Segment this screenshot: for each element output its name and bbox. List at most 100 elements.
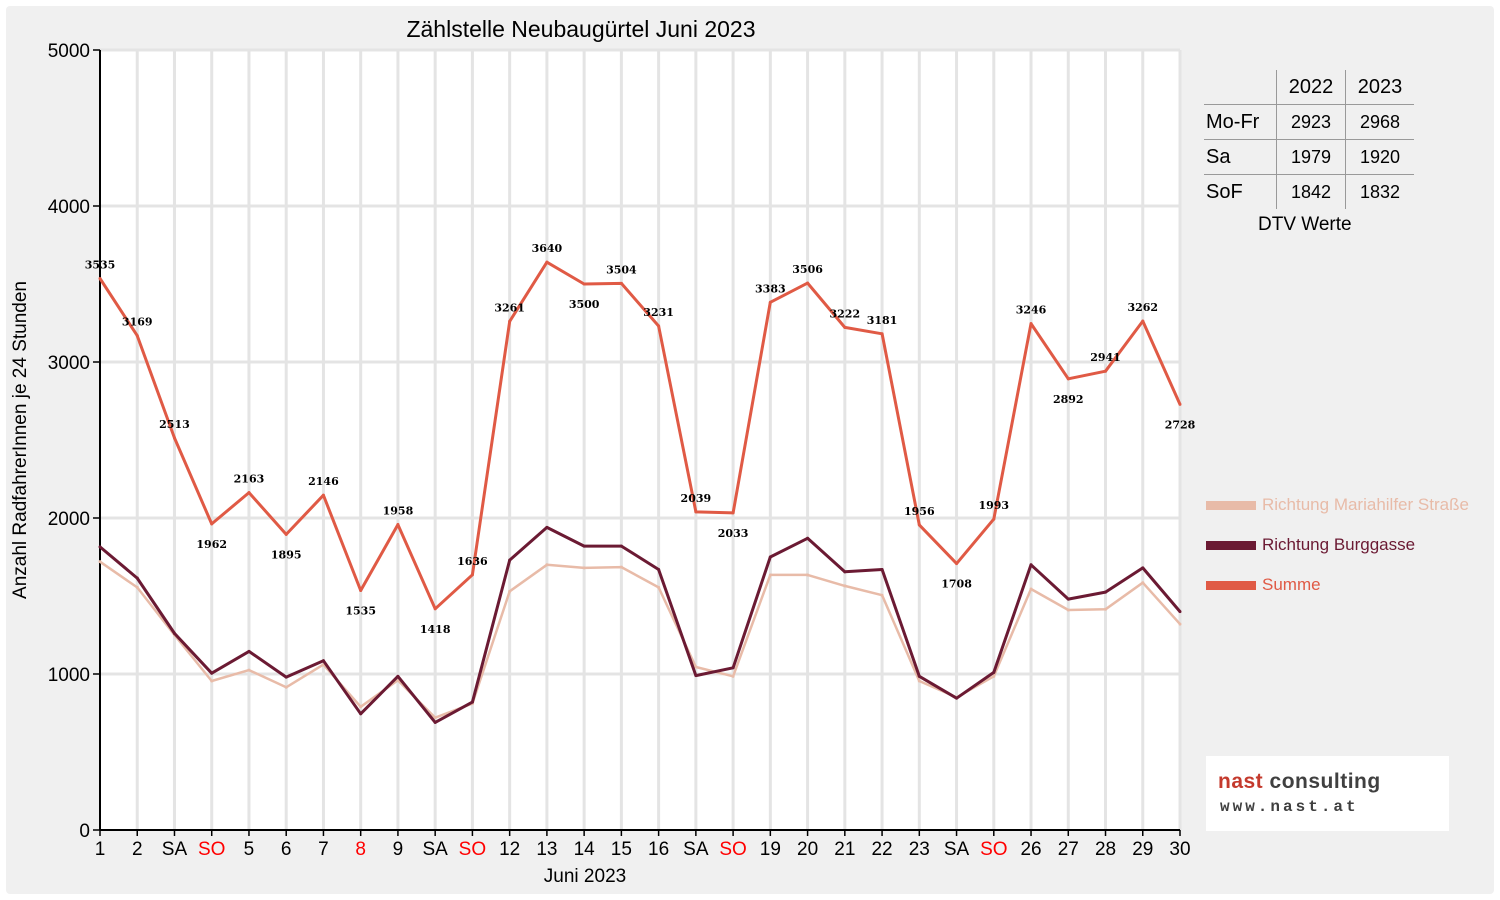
- data-point: [992, 517, 996, 521]
- legend-item-burggasse: Richtung Burggasse: [1206, 535, 1415, 555]
- data-point: [545, 525, 549, 529]
- data-point: [135, 585, 139, 589]
- data-point: [1104, 369, 1108, 373]
- data-label: 3181: [867, 314, 898, 327]
- data-point: [359, 589, 363, 593]
- data-point: [508, 558, 512, 562]
- data-point: [843, 584, 847, 588]
- data-point: [1104, 590, 1108, 594]
- data-point: [917, 679, 921, 683]
- data-label: 3383: [755, 282, 786, 295]
- y-tick-label: 0: [79, 821, 90, 842]
- x-tick-label: 20: [797, 839, 818, 860]
- data-point: [321, 493, 325, 497]
- logo-name-part2: consulting: [1263, 770, 1381, 793]
- data-point: [917, 674, 921, 678]
- data-label: 2033: [718, 527, 749, 540]
- data-point: [321, 659, 325, 663]
- data-point: [806, 536, 810, 540]
- data-label: 3231: [643, 306, 674, 319]
- data-point: [843, 570, 847, 574]
- data-point: [880, 567, 884, 571]
- data-label: 1708: [941, 578, 972, 591]
- x-tick-label: 1: [95, 839, 106, 860]
- legend-item-summe: Summe: [1206, 575, 1321, 595]
- data-point: [1104, 607, 1108, 611]
- x-tick-label: SA: [422, 839, 448, 860]
- x-tick-label: 29: [1132, 839, 1153, 860]
- data-point: [619, 565, 623, 569]
- chart-frame: 0 1000 2000 3000 4000 5000 1 2 SA SO 5 6 7 8 9 SA SO 12 13…: [6, 6, 1494, 894]
- data-point: [98, 560, 102, 564]
- legend-swatch: [1206, 500, 1256, 510]
- data-point: [396, 674, 400, 678]
- dtv-cell: 1920: [1345, 139, 1414, 175]
- legend-swatch: [1206, 580, 1256, 590]
- x-tick-label: 15: [611, 839, 632, 860]
- x-tick-label: 28: [1095, 839, 1116, 860]
- data-label: 2892: [1053, 393, 1084, 406]
- data-point: [806, 573, 810, 577]
- y-tick-label: 3000: [48, 353, 90, 374]
- x-tick-label: 21: [834, 839, 855, 860]
- data-labels: 3535 3169 2513 1962 2163 1895 2146 1535 1958 1418…: [85, 242, 1196, 636]
- data-point: [955, 696, 959, 700]
- data-label: 1418: [420, 623, 451, 636]
- data-point: [433, 607, 437, 611]
- data-point: [1178, 622, 1182, 626]
- x-axis-label: Juni 2023: [544, 866, 626, 887]
- series-lines: [98, 260, 1182, 724]
- series-line: [98, 260, 1182, 611]
- x-tick-label: 12: [499, 839, 520, 860]
- plot-area: [100, 50, 1180, 830]
- data-point: [247, 649, 251, 653]
- logo-url: www.nast.at: [1220, 798, 1359, 816]
- data-point: [210, 671, 214, 675]
- dtv-cell: 2923: [1276, 104, 1346, 140]
- data-point: [396, 523, 400, 527]
- x-tick-label: SA: [683, 839, 709, 860]
- data-point: [582, 282, 586, 286]
- data-point: [284, 685, 288, 689]
- y-tick-label: 1000: [48, 665, 90, 686]
- x-tick-label: 19: [760, 839, 781, 860]
- data-label: 1636: [457, 555, 488, 568]
- data-label: 3261: [494, 301, 525, 314]
- data-point: [1066, 377, 1070, 381]
- data-point: [470, 573, 474, 577]
- chart-title: Zählstelle Neubaugürtel Juni 2023: [406, 16, 755, 42]
- y-tick-label: 5000: [48, 41, 90, 62]
- x-tick-label: 13: [536, 839, 557, 860]
- data-point: [247, 668, 251, 672]
- data-point: [694, 510, 698, 514]
- legend-label: Richtung Mariahilfer Straße: [1262, 495, 1469, 514]
- dtv-row-sof: SoF 1842 1832: [1204, 174, 1414, 209]
- data-point: [284, 532, 288, 536]
- data-point: [1066, 597, 1070, 601]
- data-label: 1958: [383, 505, 414, 518]
- x-tick-label: SA: [944, 839, 970, 860]
- dtv-header-2023: 2023: [1345, 70, 1414, 105]
- x-tick-label: 8: [355, 839, 366, 860]
- dtv-row-label: SoF: [1204, 174, 1277, 209]
- dtv-cell: 1832: [1345, 174, 1414, 209]
- series-line: [99, 525, 1182, 724]
- data-point: [135, 576, 139, 580]
- legend-swatch: [1206, 540, 1256, 550]
- data-point: [1141, 581, 1145, 585]
- data-point: [582, 566, 586, 570]
- data-label: 2146: [308, 475, 339, 488]
- data-point: [172, 436, 176, 440]
- dtv-cell: 2968: [1345, 104, 1414, 140]
- data-point: [359, 712, 363, 716]
- data-point: [619, 544, 623, 548]
- data-point: [359, 705, 363, 709]
- data-point: [545, 563, 549, 567]
- data-point: [657, 567, 661, 571]
- y-tick-label: 4000: [48, 197, 90, 218]
- data-point: [210, 522, 214, 526]
- dtv-row-label: Sa: [1204, 139, 1277, 175]
- dtv-cell: 1979: [1276, 139, 1346, 175]
- data-point: [98, 545, 102, 549]
